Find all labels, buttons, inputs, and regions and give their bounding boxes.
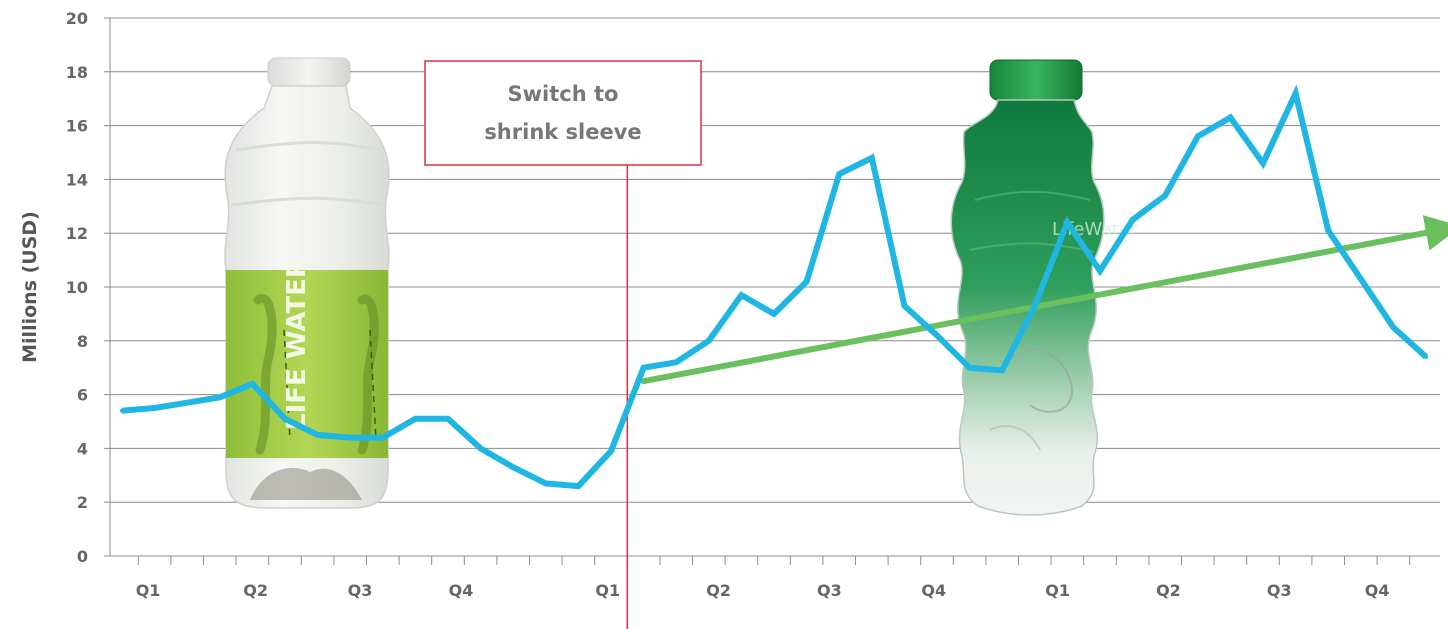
- x-tick-label: Q2: [706, 581, 731, 600]
- data-point: [772, 311, 776, 316]
- data-point: [706, 338, 711, 343]
- data-point: [935, 333, 939, 338]
- data-point: [120, 408, 124, 413]
- data-point: [1358, 276, 1363, 281]
- data-point: [1391, 325, 1396, 330]
- data-point: [869, 155, 874, 160]
- y-tick-label: 14: [66, 170, 88, 189]
- y-tick-label: 10: [66, 278, 88, 297]
- data-point: [1000, 368, 1005, 373]
- x-tick-label: Q3: [348, 581, 373, 600]
- data-point: [674, 360, 679, 365]
- y-tick-label: 20: [66, 9, 88, 28]
- series-layer: [120, 84, 1429, 490]
- y-tick-label: 2: [77, 493, 88, 512]
- x-tick-label: Q1: [136, 581, 161, 600]
- data-point: [446, 416, 450, 421]
- data-point: [1228, 115, 1233, 120]
- data-point: [185, 400, 190, 405]
- x-tick-label: Q1: [1045, 581, 1070, 600]
- data-point: [804, 279, 809, 284]
- data-point: [902, 303, 907, 308]
- trend-arrow: [640, 215, 1448, 385]
- y-tick-label: 12: [66, 224, 88, 243]
- data-point: [250, 381, 255, 386]
- x-tick-label: Q4: [449, 581, 474, 600]
- data-point: [543, 481, 548, 486]
- data-point: [641, 365, 646, 370]
- data-point: [413, 416, 418, 421]
- y-tick-label: 16: [66, 117, 88, 136]
- y-tick-label: 8: [77, 332, 88, 351]
- data-point: [1424, 354, 1428, 359]
- data-point: [1261, 161, 1265, 166]
- data-point: [315, 432, 320, 437]
- data-point: [152, 406, 157, 410]
- data-point: [837, 172, 842, 176]
- data-point: [1130, 217, 1135, 222]
- bottle-label-text: LIFE WATER: [282, 258, 312, 430]
- data-point: [380, 435, 385, 440]
- data-point: [967, 365, 972, 370]
- data-point: [511, 465, 516, 470]
- data-point: [217, 395, 222, 400]
- annotation: Switch to shrink sleeve: [424, 60, 702, 629]
- data-point: [1195, 134, 1200, 139]
- x-tick-label: Q2: [1156, 581, 1181, 600]
- trend-layer: [640, 215, 1448, 385]
- y-tick-label: 0: [77, 547, 88, 566]
- y-axis-label: Millions (USD): [19, 211, 41, 363]
- axes: 0 2 4 6 8 10 12 14 16 18 20 Q1 Q2 Q3 Q4 Q1 Q2 Q3 Q4 Q1 Q2 Q3 Q…: [19, 9, 1440, 600]
- annotation-text: Switch to: [508, 82, 619, 106]
- data-point: [739, 293, 744, 298]
- annotation-box: [424, 60, 702, 166]
- x-tick-label: Q2: [243, 581, 268, 600]
- data-point: [576, 484, 581, 489]
- x-tick-label: Q1: [595, 581, 620, 600]
- x-tick-label: Q3: [1267, 581, 1292, 600]
- x-tick-label: Q4: [1365, 581, 1390, 600]
- data-point: [1032, 303, 1037, 308]
- data-point: [283, 416, 287, 421]
- data-point: [1326, 228, 1331, 233]
- data-point: [1163, 193, 1168, 198]
- life-water-bottle-green-label: LIFE WATER: [224, 57, 390, 509]
- y-tick-label: 6: [77, 386, 88, 405]
- data-point: [1065, 220, 1070, 225]
- data-point: [1098, 268, 1102, 273]
- data-point: [478, 446, 483, 451]
- y-tick-label: 4: [77, 439, 88, 458]
- data-point: [348, 435, 353, 440]
- x-tick-label: Q4: [921, 581, 946, 600]
- x-tick-label: Q3: [817, 581, 842, 600]
- data-point: [609, 449, 613, 454]
- data-point: [1293, 91, 1298, 96]
- y-tick-label: 18: [66, 63, 88, 82]
- annotation-text: shrink sleeve: [484, 120, 641, 144]
